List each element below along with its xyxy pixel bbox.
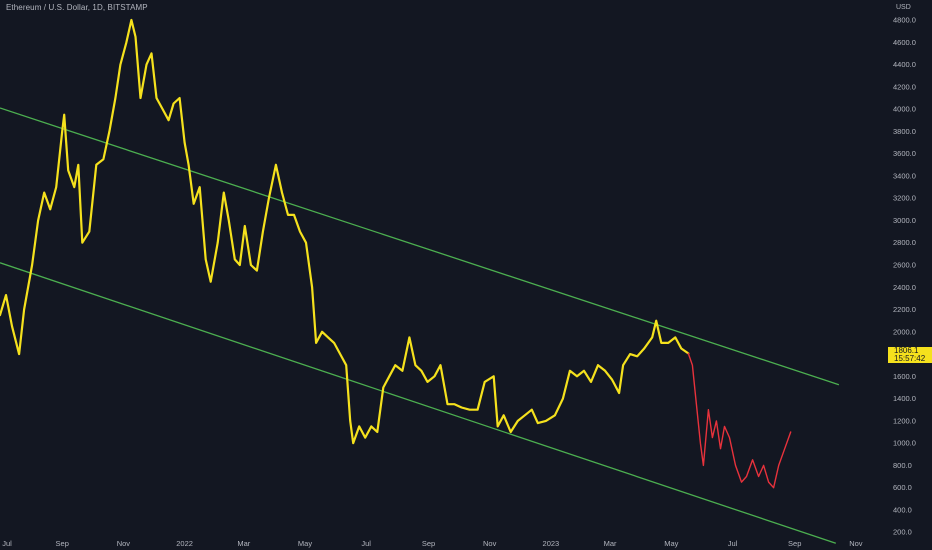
y-tick-label: 3600.0: [893, 149, 916, 158]
y-tick-label: 1600.0: [893, 372, 916, 381]
y-tick-label: 2800.0: [893, 238, 916, 247]
x-tick-label: Jul: [361, 539, 371, 548]
trendline-upper-channel[interactable]: [0, 107, 840, 386]
x-tick-label: Nov: [849, 539, 863, 548]
x-tick-label: Sep: [56, 539, 69, 548]
y-tick-label: 4200.0: [893, 82, 916, 91]
x-tick-label: Mar: [237, 539, 250, 548]
price-series-line: [0, 18, 690, 445]
y-tick-label: 1000.0: [893, 439, 916, 448]
y-tick-label: 4800.0: [893, 16, 916, 25]
y-tick-label: 1200.0: [893, 416, 916, 425]
y-tick-label: 800.0: [893, 461, 912, 470]
y-tick-label: 3800.0: [893, 127, 916, 136]
y-tick-label: 4000.0: [893, 105, 916, 114]
y-tick-label: 2400.0: [893, 283, 916, 292]
y-tick-label: 2200.0: [893, 305, 916, 314]
y-tick-label: 4600.0: [893, 38, 916, 47]
y-tick-label: 3000.0: [893, 216, 916, 225]
projection-series-line: [687, 352, 792, 489]
y-tick-label: 4400.0: [893, 60, 916, 69]
y-tick-label: 3400.0: [893, 171, 916, 180]
x-tick-label: Mar: [604, 539, 617, 548]
y-tick-label: 2000.0: [893, 327, 916, 336]
y-tick-label: 200.0: [893, 528, 912, 537]
x-tick-label: 2023: [543, 539, 560, 548]
x-tick-label: Sep: [788, 539, 801, 548]
x-tick-label: Jul: [728, 539, 738, 548]
currency-label: USD: [896, 4, 911, 11]
y-tick-label: 1400.0: [893, 394, 916, 403]
x-tick-label: Nov: [483, 539, 497, 548]
last-price-value: 1806.1: [894, 346, 919, 355]
x-tick-label: May: [298, 539, 312, 548]
x-tick-label: Nov: [117, 539, 131, 548]
y-tick-label: 600.0: [893, 483, 912, 492]
x-tick-label: Jul: [2, 539, 12, 548]
y-tick-label: 3200.0: [893, 194, 916, 203]
chart-title: Ethereum / U.S. Dollar, 1D, BITSTAMP: [6, 3, 148, 12]
y-tick-label: 400.0: [893, 505, 912, 514]
x-tick-label: May: [664, 539, 678, 548]
last-price-tag: 1806.1 15:57:42: [888, 347, 932, 363]
trendline-lower-channel[interactable]: [0, 262, 837, 544]
y-tick-label: 2600.0: [893, 261, 916, 270]
x-tick-label: Sep: [422, 539, 435, 548]
bar-countdown: 15:57:42: [894, 354, 926, 363]
x-tick-label: 2022: [176, 539, 193, 548]
